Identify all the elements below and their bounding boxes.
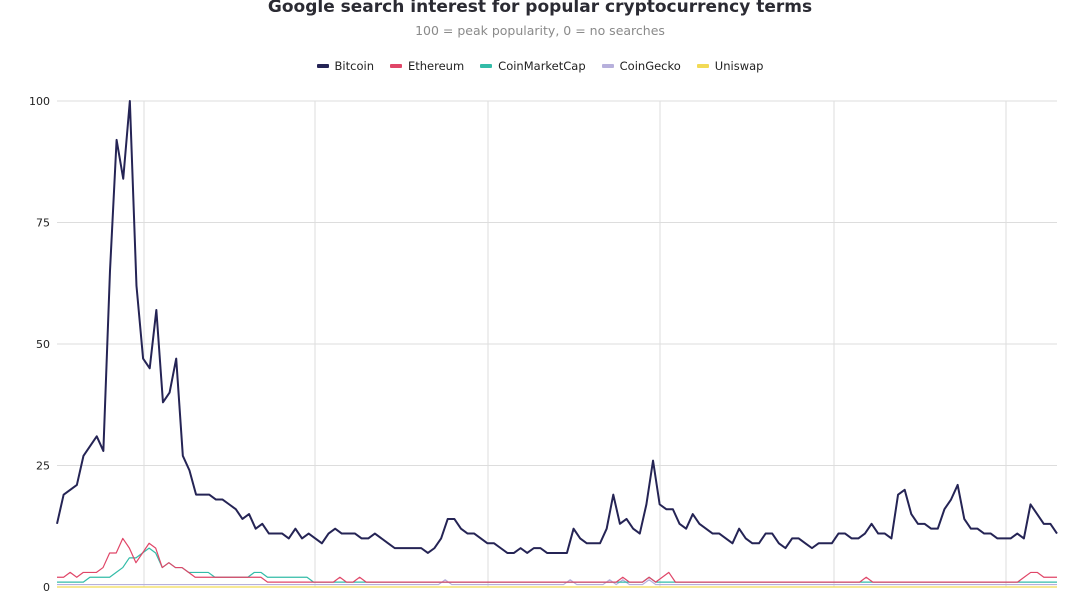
legend-item-coinmarketcap[interactable]: CoinMarketCap bbox=[480, 58, 586, 74]
legend-swatch-coinmarketcap bbox=[480, 64, 493, 68]
y-tick-label: 25 bbox=[36, 460, 50, 473]
y-tick-label: 75 bbox=[36, 217, 50, 230]
legend-label-coingecko: CoinGecko bbox=[619, 59, 681, 73]
y-tick-label: 50 bbox=[36, 338, 50, 351]
y-axis: 0 25 50 75 100 bbox=[29, 95, 50, 591]
series-line-coingecko bbox=[57, 579, 1057, 586]
legend-label-ethereum: Ethereum bbox=[407, 59, 465, 73]
series-line-bitcoin bbox=[56, 100, 1058, 554]
legend-swatch-coingecko bbox=[601, 64, 614, 68]
legend-item-bitcoin[interactable]: Bitcoin bbox=[316, 58, 374, 74]
legend-item-ethereum[interactable]: Ethereum bbox=[389, 58, 465, 74]
legend-label-coinmarketcap: CoinMarketCap bbox=[498, 59, 586, 73]
chart-subtitle: 100 = peak popularity, 0 = no searches bbox=[415, 23, 665, 38]
chart-title: Google search interest for popular crypt… bbox=[267, 0, 813, 17]
legend-item-uniswap[interactable]: Uniswap bbox=[696, 58, 764, 74]
legend-swatch-uniswap bbox=[696, 64, 709, 68]
legend-item-coingecko[interactable]: CoinGecko bbox=[601, 58, 681, 74]
y-tick-label: 100 bbox=[29, 95, 50, 108]
legend-swatch-bitcoin bbox=[316, 64, 329, 68]
series-line-ethereum bbox=[57, 537, 1057, 583]
legend-swatch-ethereum bbox=[389, 64, 402, 68]
legend-label-uniswap: Uniswap bbox=[714, 59, 764, 73]
y-tick-label: 0 bbox=[43, 581, 50, 591]
legend-label-bitcoin: Bitcoin bbox=[334, 59, 374, 73]
legend: Bitcoin Ethereum CoinMarketCap CoinGecko… bbox=[0, 58, 1080, 74]
grid bbox=[57, 100, 1057, 588]
series-lines bbox=[56, 100, 1058, 588]
